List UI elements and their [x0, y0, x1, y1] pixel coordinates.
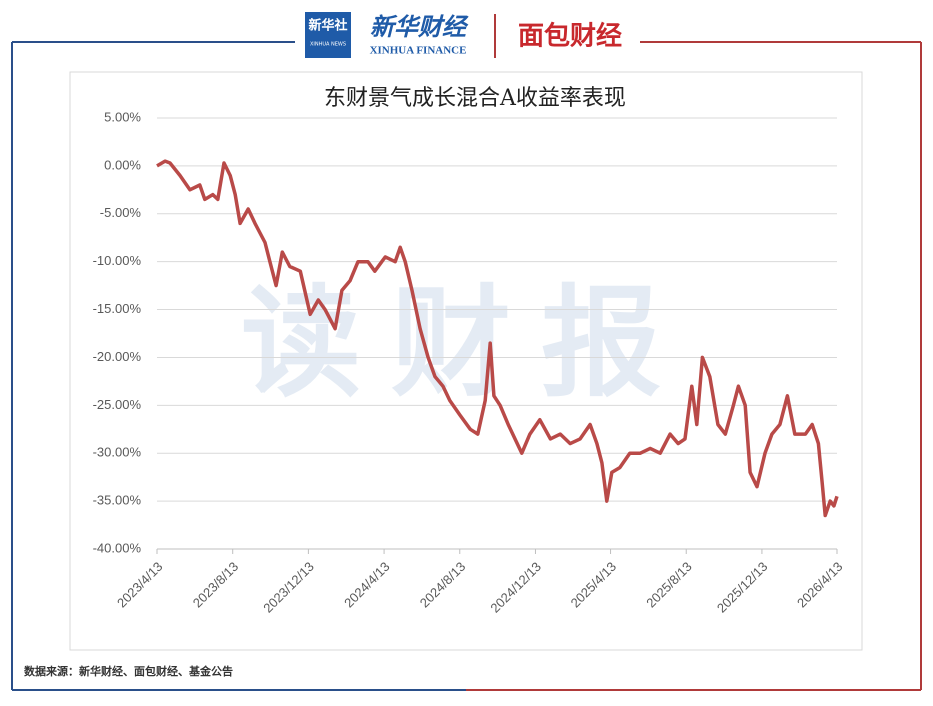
y-tick-label: -25.00%: [93, 397, 142, 412]
partner: 面包财经: [518, 21, 622, 52]
y-tick-label: -10.00%: [93, 253, 142, 268]
x-tick-label: 2024/8/13: [417, 559, 469, 611]
y-tick-label: -20.00%: [93, 349, 142, 364]
x-tick-label: 2024/4/13: [341, 559, 393, 611]
y-tick-label: -40.00%: [93, 540, 142, 555]
y-tick-label: -35.00%: [93, 493, 142, 508]
line-series: [156, 159, 839, 518]
x-tick-label: 2025/4/13: [568, 559, 620, 611]
x-tick-label: 2023/8/13: [190, 559, 242, 611]
y-tick-label: 0.00%: [104, 157, 141, 172]
footer: 数据来源：新华财经、面包财经、基金公告: [24, 664, 233, 678]
chart-title: 东财景气成长混合A收益率表现: [324, 86, 626, 111]
x-tick-label: 2023/4/13: [114, 559, 166, 611]
y-tick-label: -5.00%: [100, 205, 142, 220]
y-tick-label: -30.00%: [93, 445, 142, 460]
logo-xinhua: [305, 12, 351, 58]
brand-en: XINHUA FINANCE: [370, 45, 467, 57]
x-tick-label: 2025/8/13: [643, 559, 695, 611]
brand: 新华财经: [370, 13, 469, 41]
x-tick-label: 2024/12/13: [487, 559, 544, 616]
y-tick-label: -15.00%: [93, 301, 142, 316]
logo-text: 新华社: [308, 18, 347, 34]
plot-panel: [69, 71, 863, 651]
y-tick-label: 5.00%: [104, 109, 141, 124]
logo-text: XINHUA NEWS: [310, 42, 346, 48]
watermark: 读财报: [241, 275, 691, 414]
x-tick-label: 2023/12/13: [260, 559, 317, 616]
x-tick-label: 2026/4/13: [794, 559, 846, 611]
x-tick-label: 2025/12/13: [714, 559, 771, 616]
